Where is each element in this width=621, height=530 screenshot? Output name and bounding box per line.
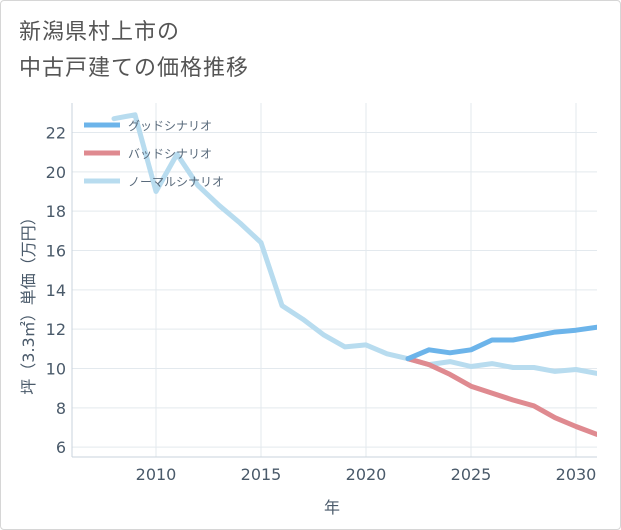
y-tick-label: 8 xyxy=(56,399,66,418)
y-tick-label: 6 xyxy=(56,438,66,457)
series-line-1 xyxy=(405,356,597,437)
y-tick-label: 10 xyxy=(46,360,66,379)
title-line-2: 中古戸建ての価格推移 xyxy=(19,56,250,81)
x-tick-label: 2025 xyxy=(451,465,492,484)
grid xyxy=(72,103,597,457)
y-tick-label: 14 xyxy=(46,281,66,300)
axes: 6 8 10 12 14 16 18 20 22 2010 2015 2020 2025 2030 xyxy=(46,103,597,484)
series-lines xyxy=(111,112,597,437)
x-tick-label: 2030 xyxy=(556,465,597,484)
legend-label: バッドシナリオ xyxy=(128,147,212,161)
legend-label: ノーマルシナリオ xyxy=(128,175,224,189)
legend-label: グッドシナリオ xyxy=(128,119,212,133)
y-tick-label: 18 xyxy=(46,202,66,221)
y-tick-label: 16 xyxy=(46,242,66,261)
series-line-2 xyxy=(111,112,597,376)
y-axis-title: 坪（3.3㎡）単価（万円） xyxy=(19,209,38,394)
x-tick-label: 2010 xyxy=(136,465,177,484)
y-tick-label: 20 xyxy=(46,163,66,182)
series-line-0 xyxy=(405,324,597,362)
chart-title: 新潟県村上市の 中古戸建ての価格推移 xyxy=(19,15,249,87)
x-tick-label: 2015 xyxy=(241,465,282,484)
y-tick-label: 12 xyxy=(46,320,66,339)
x-axis-title: 年 xyxy=(324,498,340,517)
title-line-1: 新潟県村上市の xyxy=(19,20,181,45)
y-tick-label: 22 xyxy=(46,124,66,143)
x-tick-label: 2020 xyxy=(346,465,387,484)
